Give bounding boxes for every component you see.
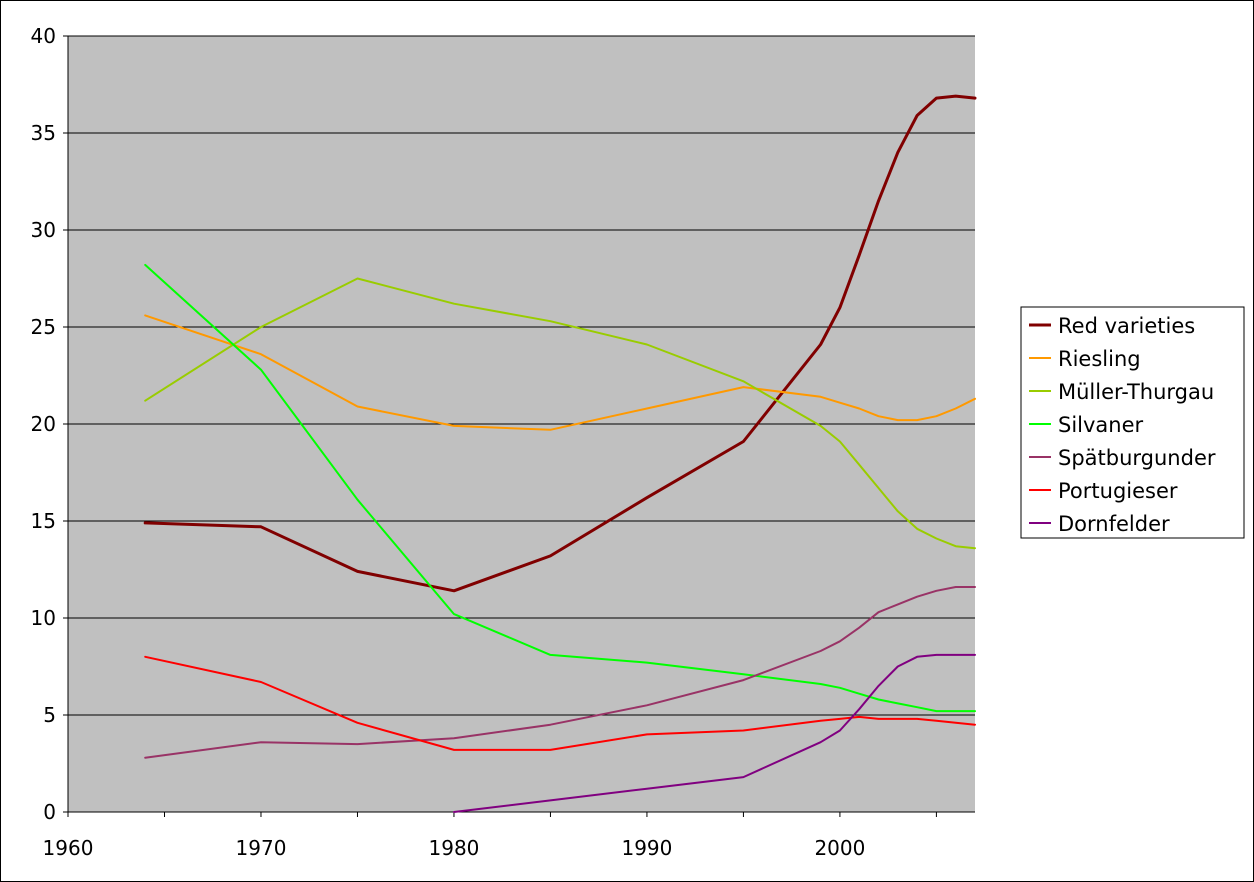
- y-tick-label: 20: [31, 412, 56, 436]
- series-line: [143, 94, 977, 593]
- y-tick-label: 40: [31, 24, 56, 48]
- series-line: [144, 586, 976, 759]
- x-tick-label: 1960: [43, 836, 94, 860]
- gridlines: [68, 35, 975, 716]
- y-tick-label: 25: [31, 315, 56, 339]
- legend-box: [1020, 306, 1245, 539]
- axes: 0 5 10 15 20 25 30 35 40 1960 1970 1980 1990 2000: [31, 24, 975, 860]
- y-tick-label: 30: [31, 218, 56, 242]
- x-tick-label: 1990: [621, 836, 672, 860]
- y-tick-label: 15: [31, 509, 56, 533]
- series-line: [144, 277, 976, 550]
- legend-label: Red varieties: [1058, 314, 1195, 338]
- legend-label: Spätburgunder: [1058, 446, 1216, 470]
- legend-label: Portugieser: [1058, 479, 1178, 503]
- legend-label: Müller-Thurgau: [1058, 380, 1214, 404]
- legend-label: Dornfelder: [1058, 512, 1170, 536]
- x-tick-label: 1980: [429, 836, 480, 860]
- y-tick-label: 35: [31, 121, 56, 145]
- y-tick-label: 0: [43, 800, 56, 824]
- y-tick-label: 5: [43, 703, 56, 727]
- series-line: [144, 314, 976, 431]
- series-layer: [143, 94, 977, 813]
- series-line: [144, 263, 976, 713]
- legend-label: Silvaner: [1058, 413, 1144, 437]
- y-tick-label: 10: [31, 606, 56, 630]
- x-tick-label: 1970: [236, 836, 287, 860]
- series-line: [144, 655, 976, 751]
- x-tick-label: 2000: [814, 836, 865, 860]
- legend: Red varieties Riesling Müller-Thurgau Silva…: [1020, 306, 1245, 539]
- legend-label: Riesling: [1058, 347, 1141, 371]
- series-line: [453, 653, 976, 813]
